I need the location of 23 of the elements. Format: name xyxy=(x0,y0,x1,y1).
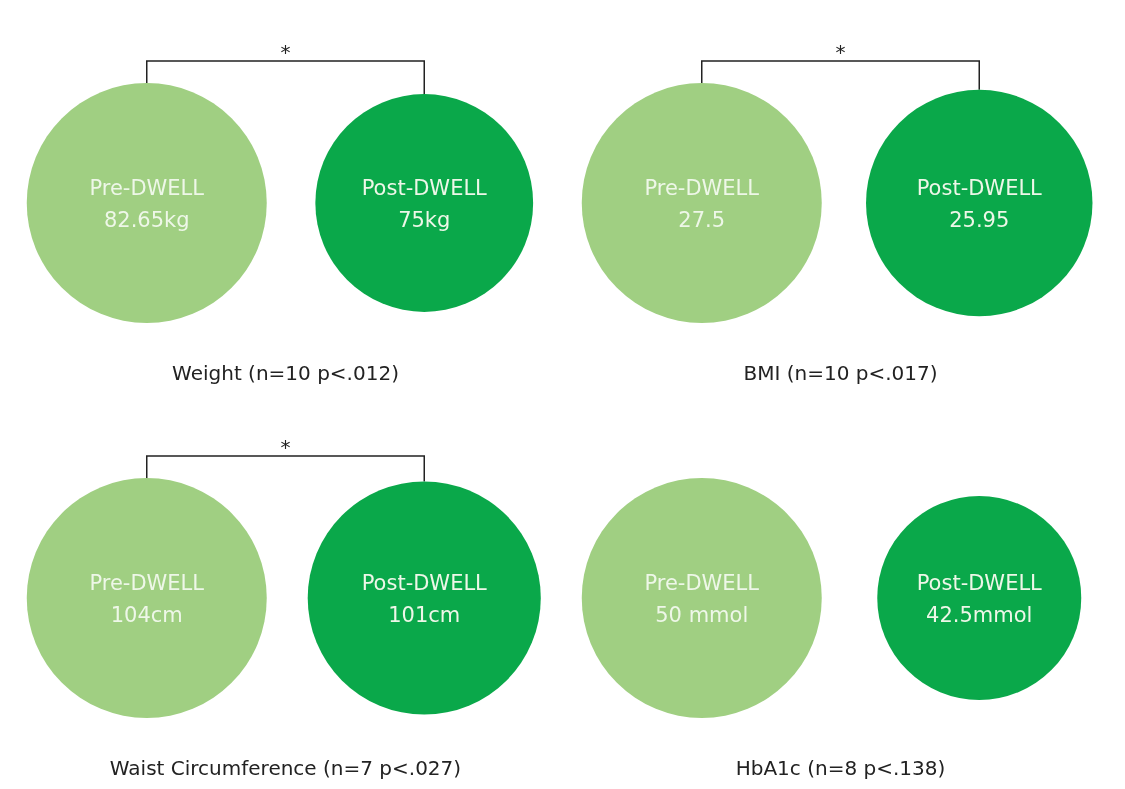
data-label: 104cm xyxy=(110,603,183,627)
category-label: Post-DWELL xyxy=(361,571,488,595)
data-label: 50 mmol xyxy=(655,603,749,627)
text: Weight (n=10 p<.012) xyxy=(171,361,400,385)
data-label: 27.5 xyxy=(678,208,726,232)
data-label: 101cm xyxy=(388,603,461,627)
data-label: 82.65kg xyxy=(103,208,190,232)
category-label: Pre-DWELL xyxy=(89,176,205,200)
text: * xyxy=(835,40,846,64)
text: * xyxy=(280,435,291,459)
data-label: 25.95 xyxy=(949,208,1010,232)
text: Waist Circumference (n=7 p<.027) xyxy=(108,756,463,780)
category-label: Pre-DWELL xyxy=(644,571,760,595)
text: BMI (n=10 p<.017) xyxy=(742,361,939,385)
text: * xyxy=(280,40,291,64)
category-label: Pre-DWELL xyxy=(89,571,205,595)
category-label: Post-DWELL xyxy=(916,571,1043,595)
data-label: 75kg xyxy=(398,208,451,232)
data-label: 42.5mmol xyxy=(926,603,1033,627)
category-label: Post-DWELL xyxy=(361,176,488,200)
category-label: Post-DWELL xyxy=(916,176,1043,200)
text: HbA1c (n=8 p<.138) xyxy=(734,756,947,780)
category-label: Pre-DWELL xyxy=(644,176,760,200)
